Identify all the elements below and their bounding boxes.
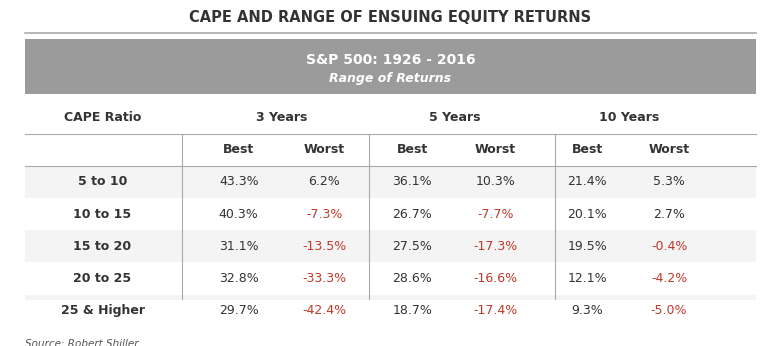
- Text: 31.1%: 31.1%: [219, 240, 259, 253]
- Text: 2.7%: 2.7%: [653, 208, 685, 221]
- Text: -0.4%: -0.4%: [651, 240, 687, 253]
- Text: 10.3%: 10.3%: [476, 175, 515, 188]
- Text: 28.6%: 28.6%: [392, 272, 432, 285]
- Text: 26.7%: 26.7%: [392, 208, 432, 221]
- Text: 9.3%: 9.3%: [572, 304, 603, 317]
- Text: 10 to 15: 10 to 15: [73, 208, 132, 221]
- Text: 12.1%: 12.1%: [568, 272, 607, 285]
- Text: 15 to 20: 15 to 20: [73, 240, 132, 253]
- Text: S&P 500: 1926 - 2016: S&P 500: 1926 - 2016: [305, 53, 476, 67]
- Text: 20 to 25: 20 to 25: [73, 272, 132, 285]
- Text: 27.5%: 27.5%: [392, 240, 432, 253]
- FancyBboxPatch shape: [25, 295, 756, 327]
- Text: Source: Robert Shiller: Source: Robert Shiller: [25, 339, 138, 346]
- Text: -17.4%: -17.4%: [473, 304, 518, 317]
- Text: Worst: Worst: [648, 143, 690, 156]
- Text: Best: Best: [223, 143, 255, 156]
- FancyBboxPatch shape: [25, 230, 756, 262]
- Text: 6.2%: 6.2%: [308, 175, 341, 188]
- Text: Range of Returns: Range of Returns: [330, 72, 451, 85]
- Text: 10 Years: 10 Years: [598, 111, 658, 124]
- Text: 18.7%: 18.7%: [392, 304, 432, 317]
- Text: 43.3%: 43.3%: [219, 175, 259, 188]
- Text: 5.3%: 5.3%: [653, 175, 685, 188]
- Text: -7.7%: -7.7%: [477, 208, 514, 221]
- Text: -42.4%: -42.4%: [302, 304, 347, 317]
- Text: -17.3%: -17.3%: [473, 240, 518, 253]
- Text: 21.4%: 21.4%: [568, 175, 607, 188]
- Text: 36.1%: 36.1%: [393, 175, 432, 188]
- Text: Best: Best: [572, 143, 603, 156]
- Text: Best: Best: [397, 143, 428, 156]
- Text: 3 Years: 3 Years: [256, 111, 307, 124]
- FancyBboxPatch shape: [25, 39, 756, 94]
- Text: CAPE AND RANGE OF ENSUING EQUITY RETURNS: CAPE AND RANGE OF ENSUING EQUITY RETURNS: [190, 10, 591, 25]
- Text: 5 Years: 5 Years: [429, 111, 480, 124]
- Text: -13.5%: -13.5%: [302, 240, 347, 253]
- Text: Worst: Worst: [304, 143, 345, 156]
- Text: 25 & Higher: 25 & Higher: [61, 304, 144, 317]
- Text: -5.0%: -5.0%: [651, 304, 687, 317]
- Text: -7.3%: -7.3%: [306, 208, 343, 221]
- Text: 40.3%: 40.3%: [219, 208, 259, 221]
- Text: -33.3%: -33.3%: [302, 272, 347, 285]
- Text: 20.1%: 20.1%: [568, 208, 608, 221]
- Text: Worst: Worst: [475, 143, 516, 156]
- Text: 32.8%: 32.8%: [219, 272, 259, 285]
- Text: 19.5%: 19.5%: [568, 240, 608, 253]
- Text: -4.2%: -4.2%: [651, 272, 687, 285]
- Text: CAPE Ratio: CAPE Ratio: [64, 111, 141, 124]
- Text: 29.7%: 29.7%: [219, 304, 259, 317]
- FancyBboxPatch shape: [25, 166, 756, 198]
- Text: -16.6%: -16.6%: [473, 272, 518, 285]
- Text: 5 to 10: 5 to 10: [78, 175, 127, 188]
